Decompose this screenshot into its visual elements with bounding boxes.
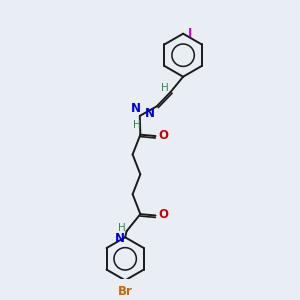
Text: H: H (161, 83, 169, 93)
Text: Br: Br (118, 285, 133, 298)
Text: N: N (131, 102, 141, 115)
Text: N: N (115, 232, 125, 245)
Text: N: N (145, 107, 155, 120)
Text: O: O (159, 208, 169, 221)
Text: I: I (188, 27, 192, 40)
Text: H: H (134, 120, 141, 130)
Text: O: O (159, 129, 169, 142)
Text: H: H (118, 223, 125, 233)
